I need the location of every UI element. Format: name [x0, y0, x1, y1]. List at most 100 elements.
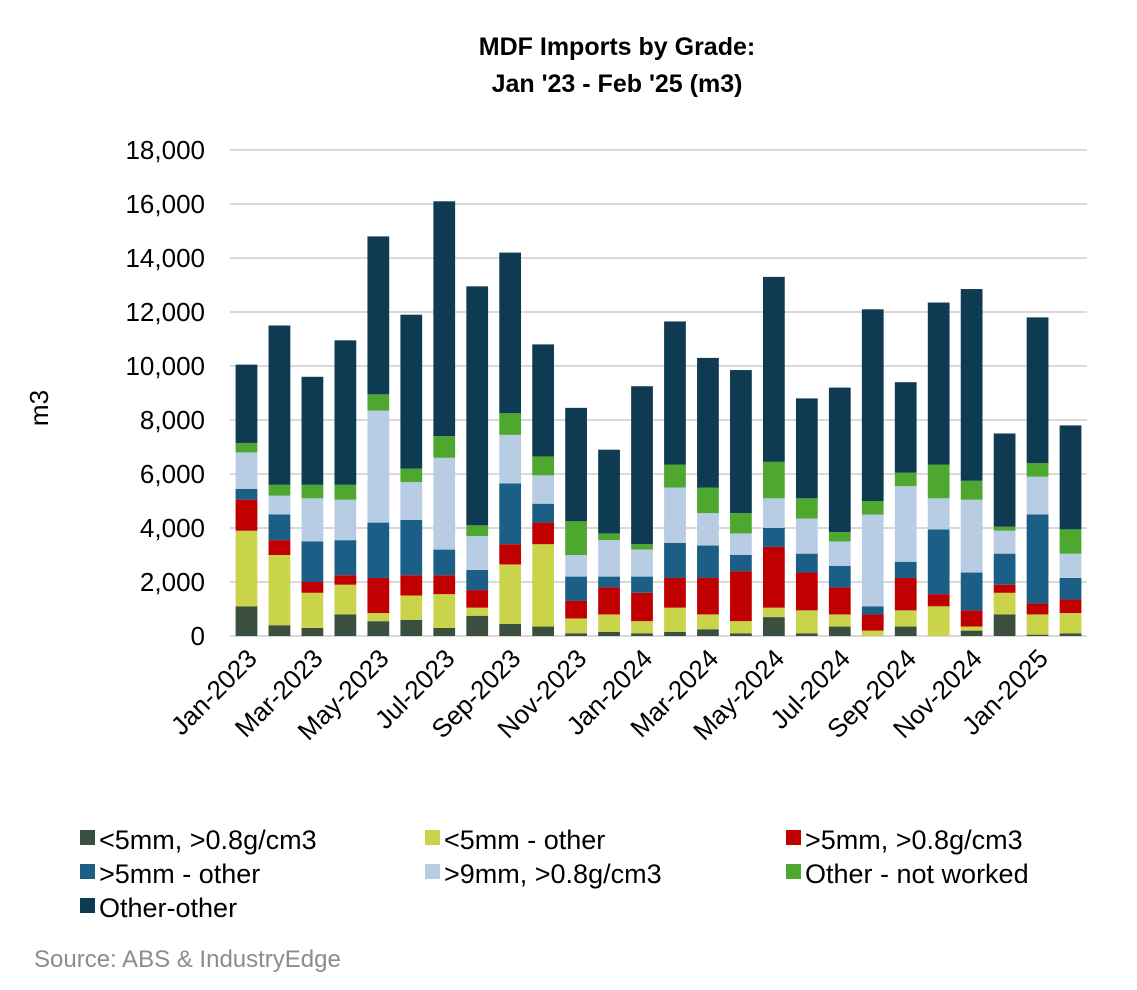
bar-segment — [499, 413, 522, 435]
y-tick-label: 14,000 — [125, 243, 205, 273]
bar-segment — [730, 621, 752, 634]
bar-segment — [631, 621, 653, 634]
bar-segment — [565, 618, 587, 634]
bar-segment — [334, 575, 357, 585]
bar-segment — [927, 529, 950, 595]
bar-segment — [367, 577, 390, 614]
bar-segment — [795, 498, 818, 519]
bar-segment — [861, 309, 884, 501]
bar-segment — [664, 631, 686, 636]
bar-segment — [1059, 613, 1082, 634]
bar-segment — [235, 530, 258, 607]
bar-segment — [598, 540, 620, 577]
gridlines — [230, 149, 1087, 637]
bar-segment — [334, 484, 357, 500]
bar-segment — [565, 633, 587, 636]
bar-segment — [400, 619, 423, 636]
chart-title-line-1: MDF Imports by Grade: — [479, 33, 755, 61]
bar-segment — [1059, 529, 1082, 554]
bar-segment — [466, 615, 489, 636]
bar-segment — [993, 584, 1016, 593]
bar-segment — [664, 577, 686, 608]
bar-segment — [565, 600, 587, 619]
bar-segment — [1026, 603, 1049, 615]
bar-segment — [268, 514, 291, 541]
bar-segment — [828, 541, 851, 566]
y-axis-label: m3 — [24, 390, 54, 426]
bar-segment — [466, 536, 489, 570]
bar-segment — [433, 627, 456, 636]
bar-segment — [1026, 634, 1049, 636]
bar-segment — [697, 545, 719, 578]
bar-segment — [1059, 425, 1082, 530]
bar-segment — [894, 610, 917, 627]
bar-segment — [499, 483, 522, 545]
bar-segment — [235, 452, 258, 489]
legend-label: >5mm, >0.8g/cm3 — [805, 825, 1023, 855]
bar-segment — [960, 480, 983, 500]
bar-segment — [433, 594, 456, 628]
bar-segment — [499, 434, 522, 484]
legend-label: Other-other — [99, 893, 237, 923]
bar-segment — [400, 595, 423, 620]
legend-swatch — [786, 864, 801, 879]
bar-segment — [927, 498, 950, 530]
bar-segment — [894, 561, 917, 578]
bar-segment — [795, 553, 818, 573]
bar-segment — [268, 495, 291, 515]
bar-segment — [400, 314, 423, 469]
bar-segment — [367, 394, 390, 411]
bar-segment — [927, 302, 950, 465]
bar-segment — [499, 623, 522, 636]
bar-segment — [795, 518, 818, 554]
bar-segment — [861, 606, 884, 615]
bar-segment — [532, 344, 555, 457]
bar-segment — [795, 633, 818, 636]
legend-label: <5mm, >0.8g/cm3 — [99, 825, 317, 855]
bar-segment — [697, 513, 719, 546]
bar-segment — [795, 398, 818, 499]
bar-segment — [532, 626, 555, 636]
bar-segment — [631, 592, 653, 622]
bar-segment — [1059, 577, 1082, 600]
bar-segment — [499, 252, 522, 414]
bar-segment — [532, 456, 555, 476]
bar-segment — [795, 610, 818, 634]
legend-swatch — [80, 898, 95, 913]
bar-segment — [598, 614, 620, 632]
y-tick-label: 6,000 — [140, 459, 205, 489]
bar-segment — [960, 630, 983, 636]
bar-segment — [631, 633, 653, 636]
bar-segment — [993, 526, 1016, 531]
bar-segment — [828, 587, 851, 615]
legend: <5mm, >0.8g/cm3 <5mm - other >5mm, >0.8g/c… — [80, 825, 1029, 923]
bar-segment — [762, 461, 785, 499]
bar-segment — [795, 572, 818, 611]
bar-segment — [664, 607, 686, 632]
bar-segment — [960, 289, 983, 481]
bar-segment — [631, 576, 653, 593]
bar-segment — [960, 572, 983, 611]
bar-segment — [334, 499, 357, 541]
bar-segment — [334, 614, 357, 636]
bar-segment — [1059, 599, 1082, 614]
y-tick-label: 2,000 — [140, 567, 205, 597]
bar-segment — [762, 276, 785, 462]
bar-segment — [268, 484, 291, 496]
bar-segment — [532, 475, 555, 504]
bar-segment — [664, 464, 686, 488]
bar-segment — [301, 484, 324, 499]
bar-segment — [565, 407, 587, 522]
bar-segment — [433, 457, 456, 550]
bar-segment — [400, 468, 423, 483]
bar-segment — [730, 533, 752, 555]
bar-segment — [400, 575, 423, 596]
bar-segment — [1026, 476, 1049, 515]
y-tick-label: 0 — [191, 621, 205, 651]
bar-segment — [828, 387, 851, 533]
bar-segment — [1026, 463, 1049, 477]
bar-segment — [532, 522, 555, 545]
bar-segment — [1059, 633, 1082, 636]
bar-segment — [894, 626, 917, 636]
